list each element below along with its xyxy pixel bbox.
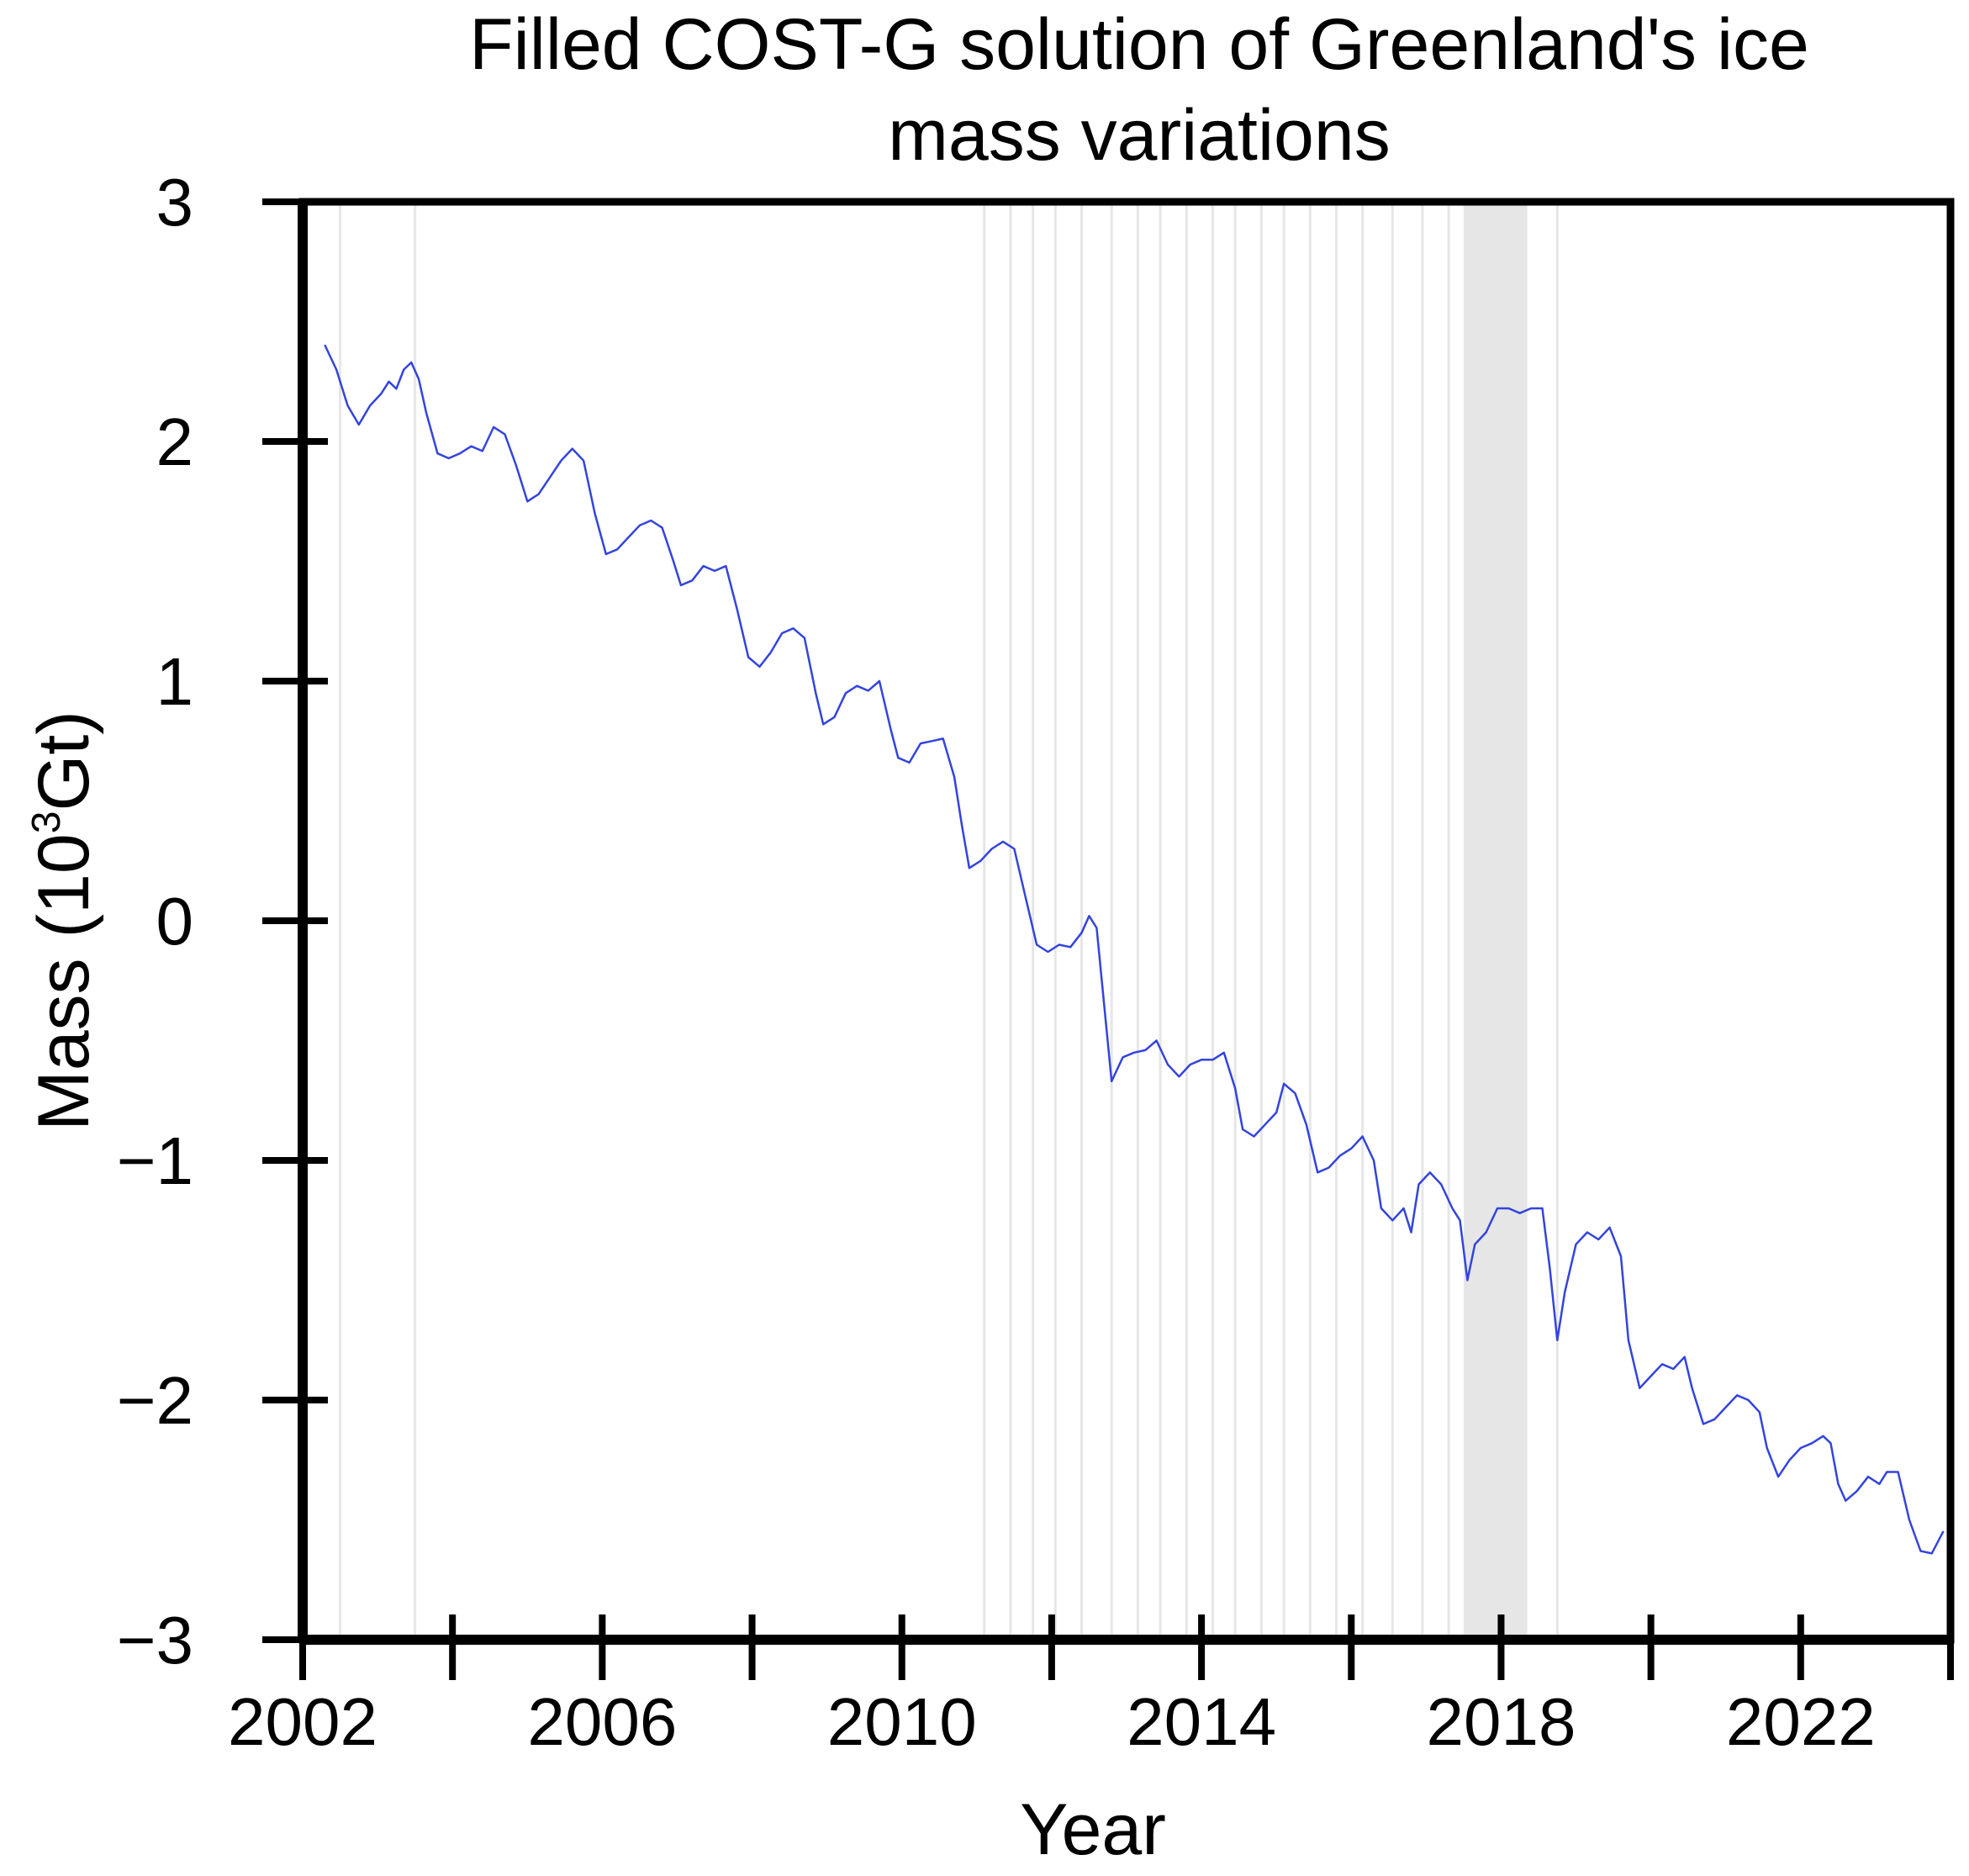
y-tick-label-1: 2 <box>156 404 194 479</box>
y-tick-label-2: 1 <box>156 644 194 719</box>
y-ticks: 3 2 1 0 −1 −2 −3 <box>117 165 328 1678</box>
series-line-0 <box>324 344 1945 1555</box>
y-tick-label-6: −3 <box>117 1603 193 1678</box>
x-axis-label: Year <box>1020 1789 1166 1870</box>
x-tick-label-5: 2022 <box>1726 1684 1876 1759</box>
x-tick-label-4: 2018 <box>1426 1684 1576 1759</box>
y-tick-label-3: 0 <box>156 884 194 959</box>
data-gap-band <box>1463 202 1528 1640</box>
y-tick-label-0: 3 <box>156 165 194 240</box>
chart-title-line-1: Filled COST-G solution of Greenland's ic… <box>469 4 1809 85</box>
y-tick-label-4: −1 <box>117 1123 193 1198</box>
y-tick-label-5: −2 <box>117 1363 193 1438</box>
data-gap-markers <box>339 202 1559 1640</box>
y-axis-label-unit: Gt) <box>24 711 104 811</box>
y-axis-label: Mass (103Gt) <box>24 711 104 1131</box>
x-tick-label-1: 2006 <box>527 1684 677 1759</box>
series-layer <box>324 344 1945 1555</box>
x-ticks: 2002 2006 2010 2014 2018 2022 <box>228 1614 1954 1759</box>
y-axis-label-main: Mass (10 <box>24 833 104 1131</box>
chart-title-line-2: mass variations <box>888 95 1390 176</box>
x-tick-label-3: 2014 <box>1127 1684 1276 1759</box>
x-tick-label-2: 2010 <box>827 1684 977 1759</box>
y-axis-label-sup: 3 <box>24 811 69 834</box>
x-tick-label-0: 2002 <box>228 1684 377 1759</box>
